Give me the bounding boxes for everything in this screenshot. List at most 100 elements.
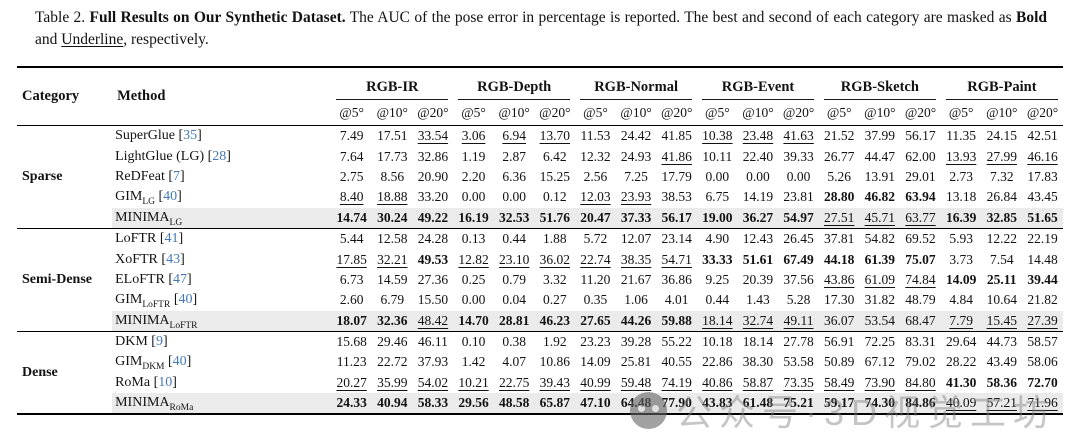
value-cell: 44.47: [864, 148, 896, 164]
value-cell: 61.09: [864, 271, 896, 287]
value-cell: 21.82: [1027, 292, 1058, 308]
value-cell: 74.19: [661, 374, 692, 390]
value-cell: 58.06: [1027, 354, 1058, 370]
value-cell: 1.92: [534, 330, 576, 353]
category-cell: Semi-Dense: [17, 227, 113, 332]
value-cell: 20.39: [742, 271, 774, 287]
value-cell: 41.30: [945, 374, 977, 390]
value-cell: 20.27: [336, 374, 367, 390]
citation-link[interactable]: 43: [166, 251, 181, 267]
value-cell: 56.91: [818, 330, 860, 353]
value-cell: 12.43: [737, 227, 779, 250]
value-cell: 36.02: [539, 251, 570, 267]
citation-link[interactable]: 35: [183, 128, 198, 144]
value-cell: 43.86: [824, 271, 855, 287]
method-name: LoFTR: [115, 231, 157, 247]
value-cell: 43.49: [986, 354, 1017, 370]
value-cell: 40.09: [940, 393, 982, 415]
threshold-header: @10°: [737, 100, 779, 126]
value-cell: 23.10: [498, 251, 530, 267]
value-cell: 26.77: [824, 148, 855, 164]
method-cell: XoFTR [43]: [115, 251, 185, 267]
value-cell: 53.58: [783, 354, 814, 370]
group-header-label: RGB-Sketch: [823, 79, 936, 100]
value-cell: 7.64: [339, 148, 364, 164]
value-cell: 37.81: [818, 227, 860, 250]
value-cell: 58.49: [824, 374, 855, 390]
value-cell: 13.93: [945, 148, 977, 164]
method-cell: DKM [9]: [112, 330, 332, 353]
value-cell: 65.87: [534, 393, 576, 415]
value-cell: 0.25: [461, 271, 486, 287]
value-cell: 71.96: [1022, 393, 1063, 415]
threshold-header: @20°: [900, 100, 941, 126]
value-cell: 15.45: [981, 310, 1023, 332]
table-row: Semi-Dense LoFTR [41] 5.44 12.58 24.28 0.13 0.…: [17, 227, 1063, 332]
value-cell: 58.33: [412, 393, 454, 415]
method-header: Method: [112, 67, 332, 126]
value-cell: 58.57: [1022, 330, 1063, 353]
value-cell: 48.79: [905, 292, 936, 308]
value-cell: 4.90: [697, 227, 738, 250]
caption-bold-word: Bold: [1015, 9, 1047, 26]
value-cell: 0.00: [461, 292, 486, 308]
citation-link[interactable]: 41: [164, 231, 179, 247]
value-cell: 14.09: [580, 354, 611, 370]
value-cell: 6.42: [543, 148, 567, 164]
value-cell: 10.11: [702, 148, 733, 164]
group-header-label: RGB-Event: [702, 79, 814, 100]
value-cell: 8.40: [339, 189, 364, 205]
citation-link[interactable]: 47: [173, 271, 188, 287]
value-cell: 46.16: [1027, 148, 1058, 164]
value-cell: 27.36: [417, 271, 449, 287]
method-cell: GIMLG [40]: [115, 189, 182, 208]
value-cell: 14.09: [945, 271, 977, 287]
value-cell: 40.94: [371, 393, 413, 415]
value-cell: 29.56: [453, 393, 494, 415]
value-cell: 31.82: [864, 292, 896, 308]
value-cell: 0.04: [502, 292, 526, 308]
citation-link[interactable]: 28: [212, 148, 227, 164]
value-cell: 32.21: [377, 251, 408, 267]
table-row: MINIMARoMa 24.33 40.94 58.33 29.56 48.58 65.87…: [17, 393, 1063, 415]
value-cell: 17.83: [1027, 168, 1058, 184]
value-cell: 33.54: [417, 128, 449, 144]
value-cell: 23.23: [575, 330, 616, 353]
value-cell: 83.31: [900, 330, 941, 353]
citation-link[interactable]: 10: [158, 374, 173, 390]
value-cell: 5.93: [940, 227, 982, 250]
value-cell: 3.06: [461, 128, 486, 144]
group-header-rgb-normal: RGB-Normal: [575, 67, 697, 100]
value-cell: 23.14: [656, 227, 698, 250]
value-cell: 24.28: [412, 227, 454, 250]
citation-link[interactable]: 9: [155, 334, 163, 350]
value-cell: 17.30: [824, 292, 855, 308]
value-cell: 26.45: [778, 227, 819, 250]
value-cell: 38.53: [661, 189, 692, 205]
value-cell: 37.93: [417, 354, 449, 370]
value-cell: 51.65: [1022, 207, 1063, 229]
value-cell: 29.01: [905, 168, 936, 184]
value-cell: 12.03: [580, 189, 611, 205]
value-cell: 16.39: [940, 207, 982, 229]
value-cell: 68.47: [900, 310, 941, 332]
value-cell: 18.14: [697, 310, 738, 332]
value-cell: 17.85: [336, 251, 367, 267]
citation-link[interactable]: 40: [172, 354, 187, 370]
value-cell: 27.39: [1022, 310, 1063, 332]
value-cell: 37.99: [864, 128, 896, 144]
value-cell: 32.86: [417, 148, 449, 164]
citation-link[interactable]: 40: [163, 189, 178, 205]
method-name: MINIMA: [115, 312, 170, 328]
threshold-header: @10°: [981, 100, 1023, 126]
value-cell: 7.49: [339, 128, 364, 144]
value-cell: 39.33: [783, 148, 814, 164]
method-cell: LoFTR [41]: [112, 227, 332, 250]
citation-link[interactable]: 40: [178, 292, 193, 308]
value-cell: 4.07: [502, 354, 526, 370]
method-subscript: LG: [142, 197, 155, 208]
value-cell: 6.94: [502, 128, 526, 144]
value-cell: 1.88: [534, 227, 576, 250]
citation-link[interactable]: 7: [173, 168, 181, 184]
value-cell: 20.47: [575, 207, 616, 229]
